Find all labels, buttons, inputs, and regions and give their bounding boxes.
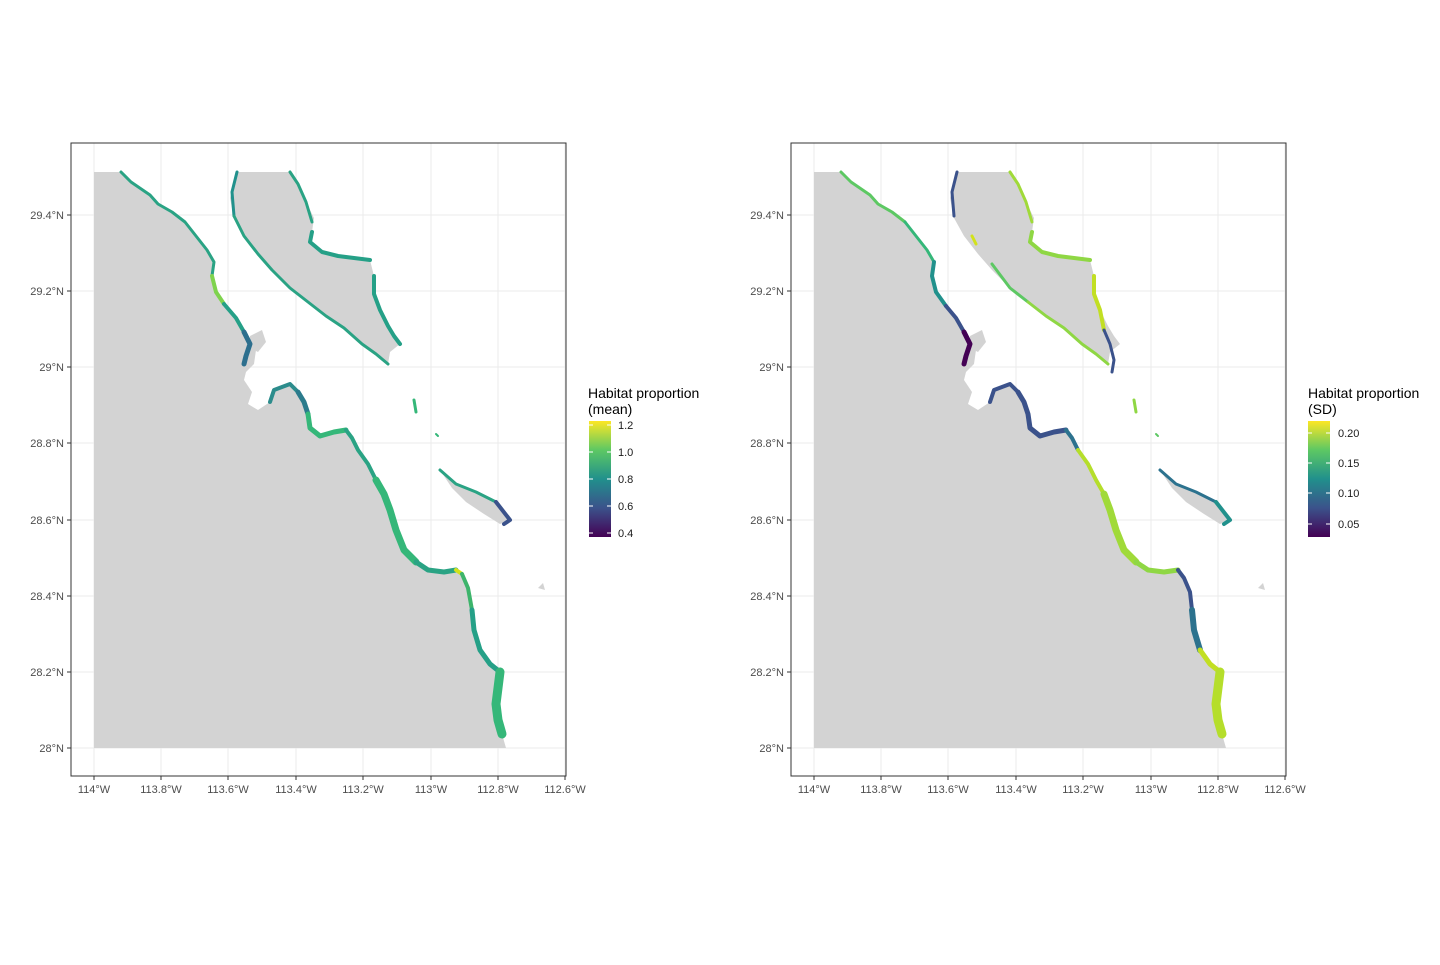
legend-title: Habitat proportion: [1308, 385, 1419, 401]
x-tick-label: 113.2°W: [342, 784, 384, 796]
y-tick-label: 28°N: [39, 743, 64, 755]
y-tick-label: 29.4°N: [30, 210, 64, 222]
small-island: [440, 470, 510, 524]
y-tick-label: 28.2°N: [750, 667, 784, 679]
x-tick-label: 112.8°W: [477, 784, 519, 796]
legend-sd: Habitat proportion (SD) 0.20 0.15 0.10 0…: [1308, 385, 1419, 537]
x-tick-label: 112.6°W: [544, 784, 586, 796]
y-tick-label: 28.8°N: [30, 438, 64, 450]
legend-label: 0.15: [1338, 458, 1359, 470]
x-tick-label: 114°W: [78, 784, 111, 796]
x-tick-label: 113.4°W: [275, 784, 317, 796]
x-tick-label: 113.6°W: [207, 784, 249, 796]
legend-label: 0.6: [618, 501, 633, 513]
y-tick-label: 28.6°N: [750, 515, 784, 527]
y-tick-label: 29.2°N: [750, 286, 784, 298]
mainland: [814, 172, 1226, 748]
legend-label: 1.0: [618, 447, 633, 459]
x-tick-label: 112.6°W: [1264, 784, 1306, 796]
x-tick-label: 113.2°W: [1062, 784, 1104, 796]
small-island: [538, 583, 545, 590]
island-angel-de-la-guarda: [950, 172, 1120, 364]
x-tick-label: 112.8°W: [1197, 784, 1239, 796]
map-panel-sd: 29.4°N 29.2°N 29°N 28.8°N 28.6°N 28.4°N …: [750, 142, 1419, 796]
y-tick-label: 29.4°N: [750, 210, 784, 222]
y-tick-label: 29.2°N: [30, 286, 64, 298]
y-axis: [67, 214, 71, 749]
panel-border: [70, 142, 567, 777]
legend-label: 0.05: [1338, 519, 1359, 531]
y-tick-label: 28.8°N: [750, 438, 784, 450]
x-tick-label: 114°W: [798, 784, 831, 796]
small-island: [970, 330, 986, 352]
mainland: [94, 172, 506, 748]
legend-title: (SD): [1308, 401, 1337, 417]
x-tick-label: 113°W: [415, 784, 448, 796]
x-tick-label: 113°W: [1135, 784, 1168, 796]
x-axis: [813, 776, 1286, 780]
x-axis: [93, 776, 566, 780]
legend-title: Habitat proportion: [588, 385, 699, 401]
island-angel-de-la-guarda: [230, 172, 400, 364]
map-panel-mean: 29.4°N 29.2°N 29°N 28.8°N 28.6°N 28.4°N …: [30, 142, 699, 796]
y-tick-label: 29°N: [39, 362, 64, 374]
legend-label: 1.2: [618, 420, 633, 432]
legend-mean: Habitat proportion (mean) 1.2 1.0 0.8 0.…: [588, 385, 699, 540]
legend-colorbar: [1308, 421, 1330, 537]
y-tick-label: 28.4°N: [30, 591, 64, 603]
y-tick-label: 28.4°N: [750, 591, 784, 603]
panel-border: [790, 142, 1287, 777]
x-tick-label: 113.8°W: [860, 784, 902, 796]
y-tick-label: 29°N: [759, 362, 784, 374]
legend-colorbar: [589, 421, 611, 537]
small-island: [250, 330, 266, 352]
legend-label: 0.20: [1338, 428, 1359, 440]
legend-label: 0.4: [618, 528, 633, 540]
y-tick-label: 28.6°N: [30, 515, 64, 527]
legend-label: 0.8: [618, 474, 633, 486]
x-tick-label: 113.6°W: [927, 784, 969, 796]
y-tick-label: 28°N: [759, 743, 784, 755]
x-tick-label: 113.4°W: [995, 784, 1037, 796]
habitat-coast-bands: [119, 170, 512, 739]
small-island: [1160, 470, 1230, 524]
legend-label: 0.10: [1338, 488, 1359, 500]
legend-title: (mean): [588, 401, 632, 417]
y-axis: [787, 214, 791, 749]
habitat-coast-bands: [839, 170, 1232, 739]
y-tick-label: 28.2°N: [30, 667, 64, 679]
small-island: [1258, 583, 1265, 590]
x-tick-label: 113.8°W: [140, 784, 182, 796]
